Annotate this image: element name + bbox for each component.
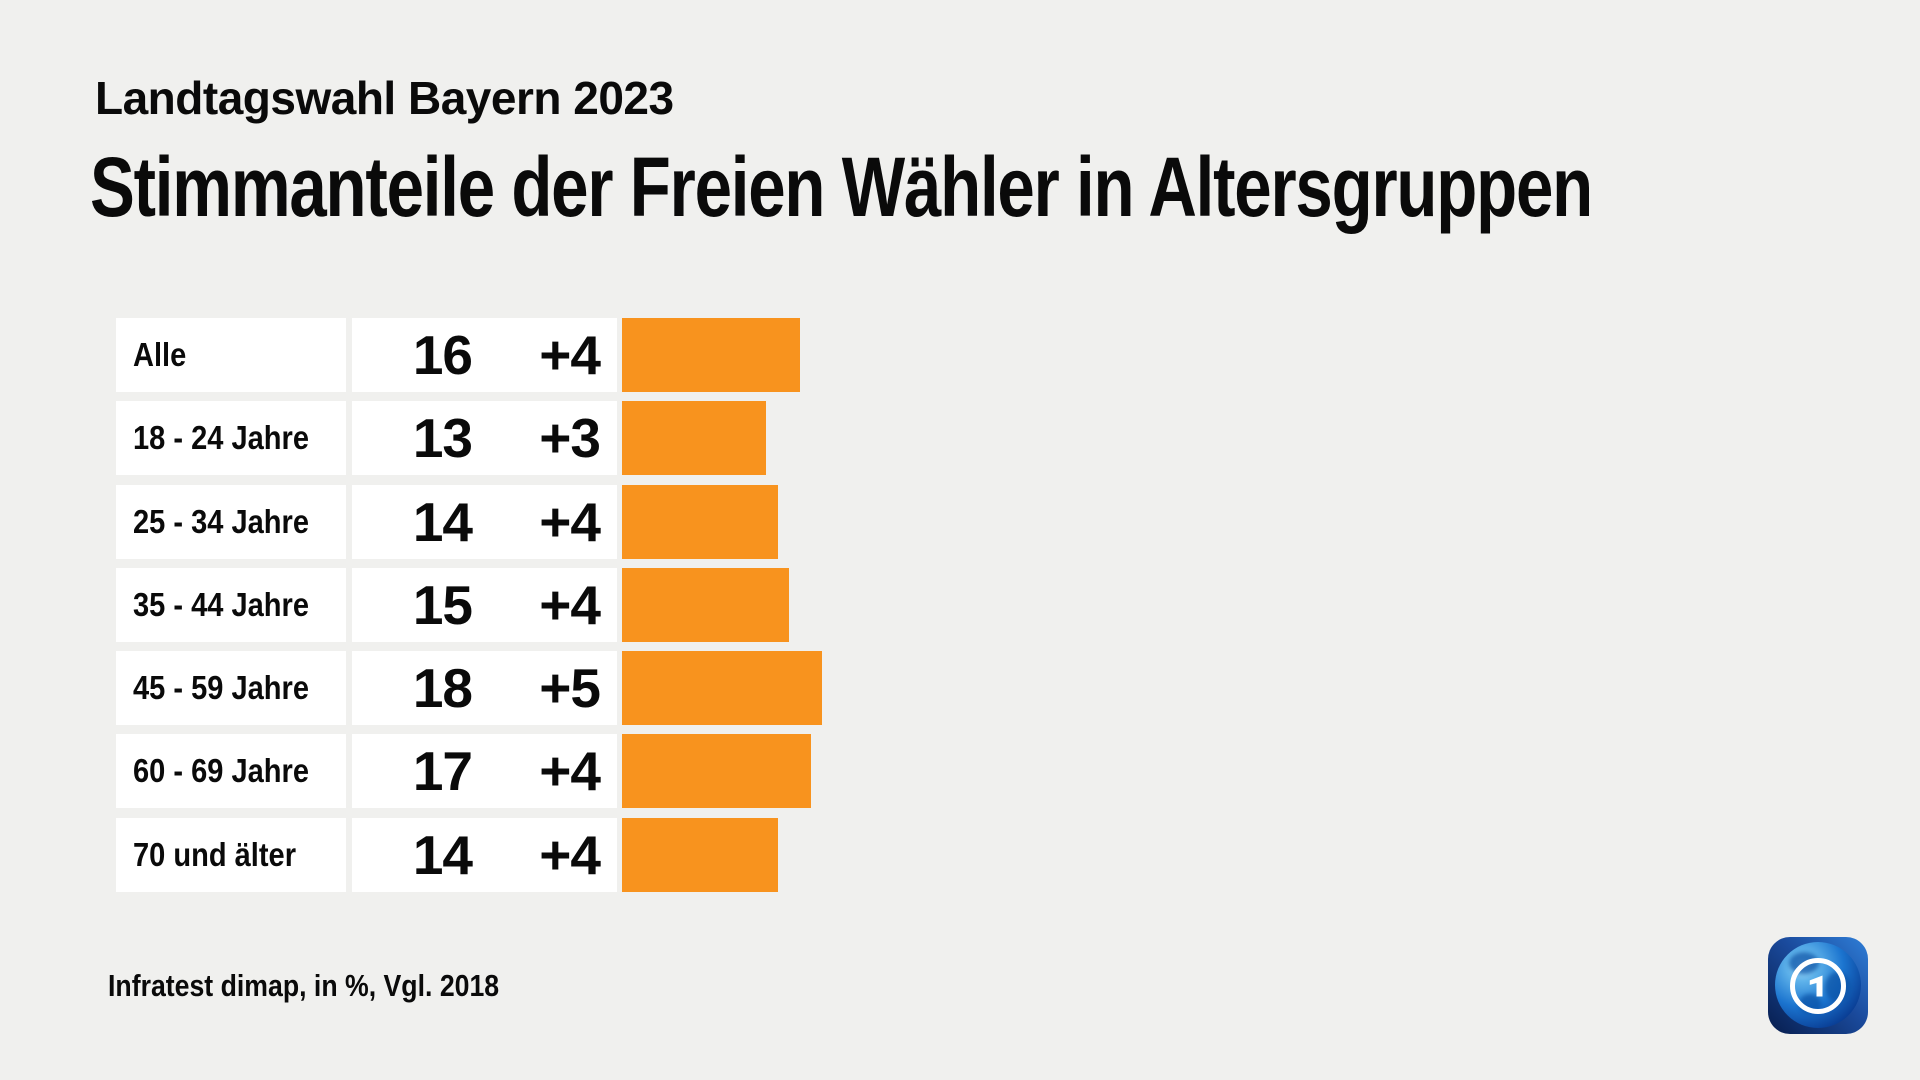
row-delta: +4	[539, 740, 601, 803]
table-row: 18 - 24 Jahre 13 +3	[116, 401, 822, 476]
row-bar	[622, 318, 800, 392]
row-label: 18 - 24 Jahre	[133, 419, 309, 457]
row-bar	[622, 484, 778, 559]
table-row: 45 - 59 Jahre 18 +5	[116, 651, 822, 726]
source-note: Infratest dimap, in %, Vgl. 2018	[108, 968, 500, 1003]
row-bar	[622, 734, 811, 809]
chart-title: Stimmanteile der Freien Wähler in Alters…	[90, 140, 1593, 234]
row-label: 25 - 34 Jahre	[133, 502, 309, 540]
row-label: 45 - 59 Jahre	[133, 669, 309, 707]
row-label-cell: 35 - 44 Jahre	[116, 567, 346, 642]
row-values-cell: 14 +4	[352, 484, 617, 559]
row-label-cell: 45 - 59 Jahre	[116, 651, 346, 726]
ard-one-icon	[1790, 957, 1846, 1014]
row-values-cell: 16 +4	[352, 318, 617, 392]
table-row: Alle 16 +4	[116, 318, 822, 392]
row-value: 16	[412, 324, 473, 386]
row-value: 14	[412, 823, 473, 886]
row-value: 13	[412, 407, 473, 470]
row-value: 14	[412, 490, 473, 553]
row-label: 60 - 69 Jahre	[133, 752, 309, 790]
row-delta: +5	[539, 657, 601, 720]
chart-kicker: Landtagswahl Bayern 2023	[95, 72, 674, 124]
bar-table: Alle 16 +4 18 - 24 Jahre 13 +3 25 - 34 J…	[116, 318, 822, 892]
row-delta: +4	[539, 490, 601, 553]
row-bar	[622, 651, 822, 726]
row-values-cell: 13 +3	[352, 401, 617, 476]
row-values-cell: 17 +4	[352, 734, 617, 809]
row-delta: +4	[539, 324, 601, 386]
table-row: 25 - 34 Jahre 14 +4	[116, 484, 822, 559]
row-values-cell: 18 +5	[352, 651, 617, 726]
row-values-cell: 14 +4	[352, 817, 617, 892]
row-label-cell: Alle	[116, 318, 346, 392]
row-bar	[622, 817, 778, 892]
table-row: 60 - 69 Jahre 17 +4	[116, 734, 822, 809]
row-label: Alle	[133, 336, 187, 373]
ard-tagesschau-logo	[1768, 937, 1868, 1034]
row-value: 18	[412, 657, 473, 720]
row-label-cell: 60 - 69 Jahre	[116, 734, 346, 809]
row-value: 17	[412, 740, 473, 803]
row-label: 35 - 44 Jahre	[133, 585, 309, 623]
row-label-cell: 70 und älter	[116, 817, 346, 892]
row-bar	[622, 567, 789, 642]
row-label-cell: 18 - 24 Jahre	[116, 401, 346, 476]
row-delta: +4	[539, 823, 601, 886]
row-values-cell: 15 +4	[352, 567, 617, 642]
table-row: 70 und älter 14 +4	[116, 817, 822, 892]
row-delta: +3	[539, 407, 601, 470]
row-label: 70 und älter	[133, 835, 297, 873]
row-delta: +4	[539, 573, 601, 636]
row-bar	[622, 401, 767, 476]
table-row: 35 - 44 Jahre 15 +4	[116, 567, 822, 642]
row-label-cell: 25 - 34 Jahre	[116, 484, 346, 559]
row-value: 15	[412, 573, 473, 636]
